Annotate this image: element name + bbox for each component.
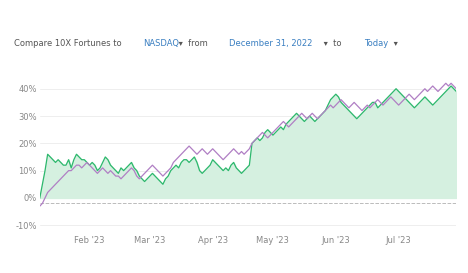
Text: ▾: ▾ bbox=[391, 39, 398, 48]
Text: ▾  from: ▾ from bbox=[176, 39, 212, 48]
Text: Compare 10X Fortunes to: Compare 10X Fortunes to bbox=[14, 39, 124, 48]
Text: NASDAQ: NASDAQ bbox=[143, 39, 179, 48]
Text: Portfolio Performance (% change): Portfolio Performance (% change) bbox=[8, 15, 209, 25]
Text: ▾  to: ▾ to bbox=[321, 39, 347, 48]
Text: December 31, 2022: December 31, 2022 bbox=[229, 39, 313, 48]
Text: Today: Today bbox=[364, 39, 388, 48]
